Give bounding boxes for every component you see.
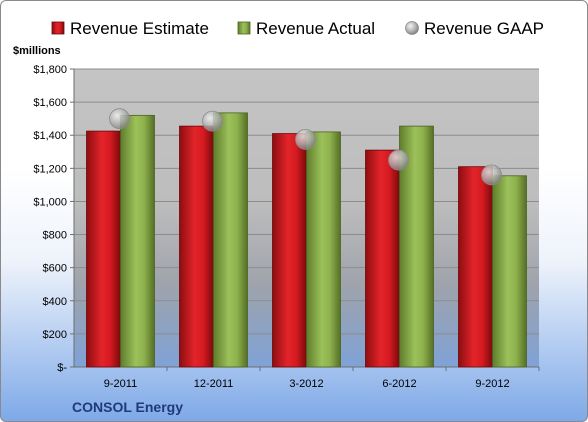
legend-swatch-actual bbox=[237, 21, 251, 35]
gaap-marker bbox=[295, 128, 316, 150]
y-tick-label: $600 bbox=[43, 263, 67, 275]
x-tick-label: 6-2012 bbox=[382, 378, 416, 390]
y-axis-ticks: $- $200 $400 $600 $800 $1,000 $1,200 $1,400 $1,6… bbox=[33, 64, 75, 374]
gaap-marker bbox=[481, 164, 502, 186]
gaap-marker bbox=[202, 110, 223, 132]
y-tick-label: $1,800 bbox=[33, 64, 67, 76]
actual-bar bbox=[306, 131, 341, 368]
y-tick-label: $800 bbox=[43, 230, 67, 242]
bars bbox=[86, 112, 527, 368]
x-tick-label: 9-2011 bbox=[104, 378, 137, 390]
company-name: CONSOL Energy bbox=[72, 399, 183, 415]
actual-bar bbox=[213, 112, 248, 368]
estimate-bar bbox=[179, 125, 214, 368]
x-tick-label: 9-2012 bbox=[475, 378, 509, 390]
y-axis-label: $millions bbox=[13, 45, 61, 57]
gaap-markers bbox=[109, 108, 502, 186]
estimate-bar bbox=[272, 133, 307, 368]
gaap-marker bbox=[109, 108, 130, 130]
y-tick-label: $1,600 bbox=[33, 97, 67, 109]
y-tick-label: $400 bbox=[43, 296, 67, 308]
y-tick-label: $- bbox=[57, 362, 67, 374]
legend-swatch-gaap bbox=[405, 21, 419, 35]
estimate-bar bbox=[458, 166, 493, 368]
y-tick-label: $200 bbox=[43, 329, 67, 341]
estimate-bar bbox=[365, 149, 400, 368]
x-tick-label: 3-2012 bbox=[289, 378, 323, 390]
x-axis-ticks: 9-2011 12-2011 3-2012 6-2012 9-2012 bbox=[104, 367, 540, 390]
y-tick-label: $1,400 bbox=[33, 130, 67, 142]
legend-label: Revenue Actual bbox=[256, 19, 375, 38]
actual-bar bbox=[492, 175, 527, 368]
legend-label: Revenue GAAP bbox=[424, 19, 544, 38]
y-tick-label: $1,000 bbox=[33, 196, 67, 208]
legend-swatch-estimate bbox=[51, 21, 65, 35]
actual-bar bbox=[120, 114, 155, 368]
x-tick-label: 12-2011 bbox=[194, 378, 234, 390]
legend-label: Revenue Estimate bbox=[70, 19, 209, 38]
estimate-bar bbox=[86, 130, 121, 368]
gaap-marker bbox=[388, 149, 409, 171]
y-tick-label: $1,200 bbox=[33, 163, 67, 175]
legend: Revenue Estimate Revenue Actual Revenue GA… bbox=[51, 19, 544, 38]
